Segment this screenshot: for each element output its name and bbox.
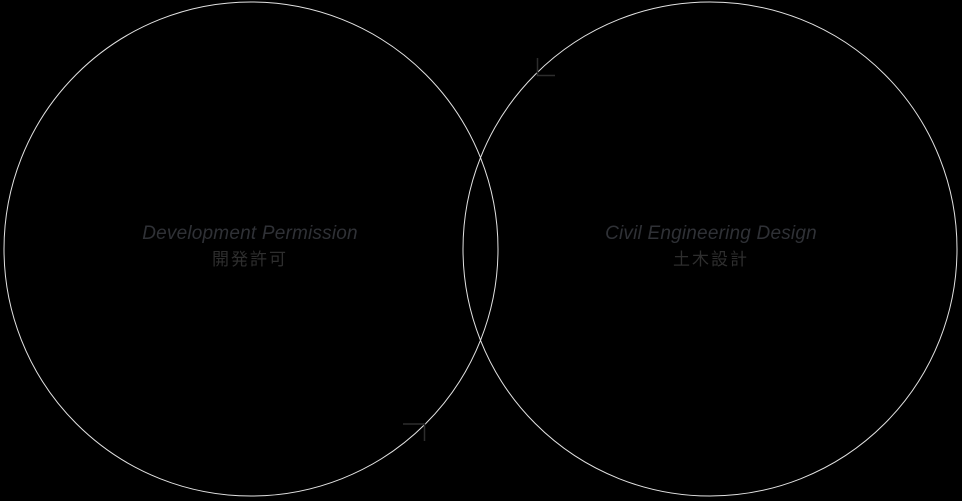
right-circle: [462, 1, 958, 497]
corner-mark-bottom-icon: [403, 423, 426, 441]
left-circle: [3, 1, 499, 497]
corner-mark-top-icon: [536, 58, 555, 77]
